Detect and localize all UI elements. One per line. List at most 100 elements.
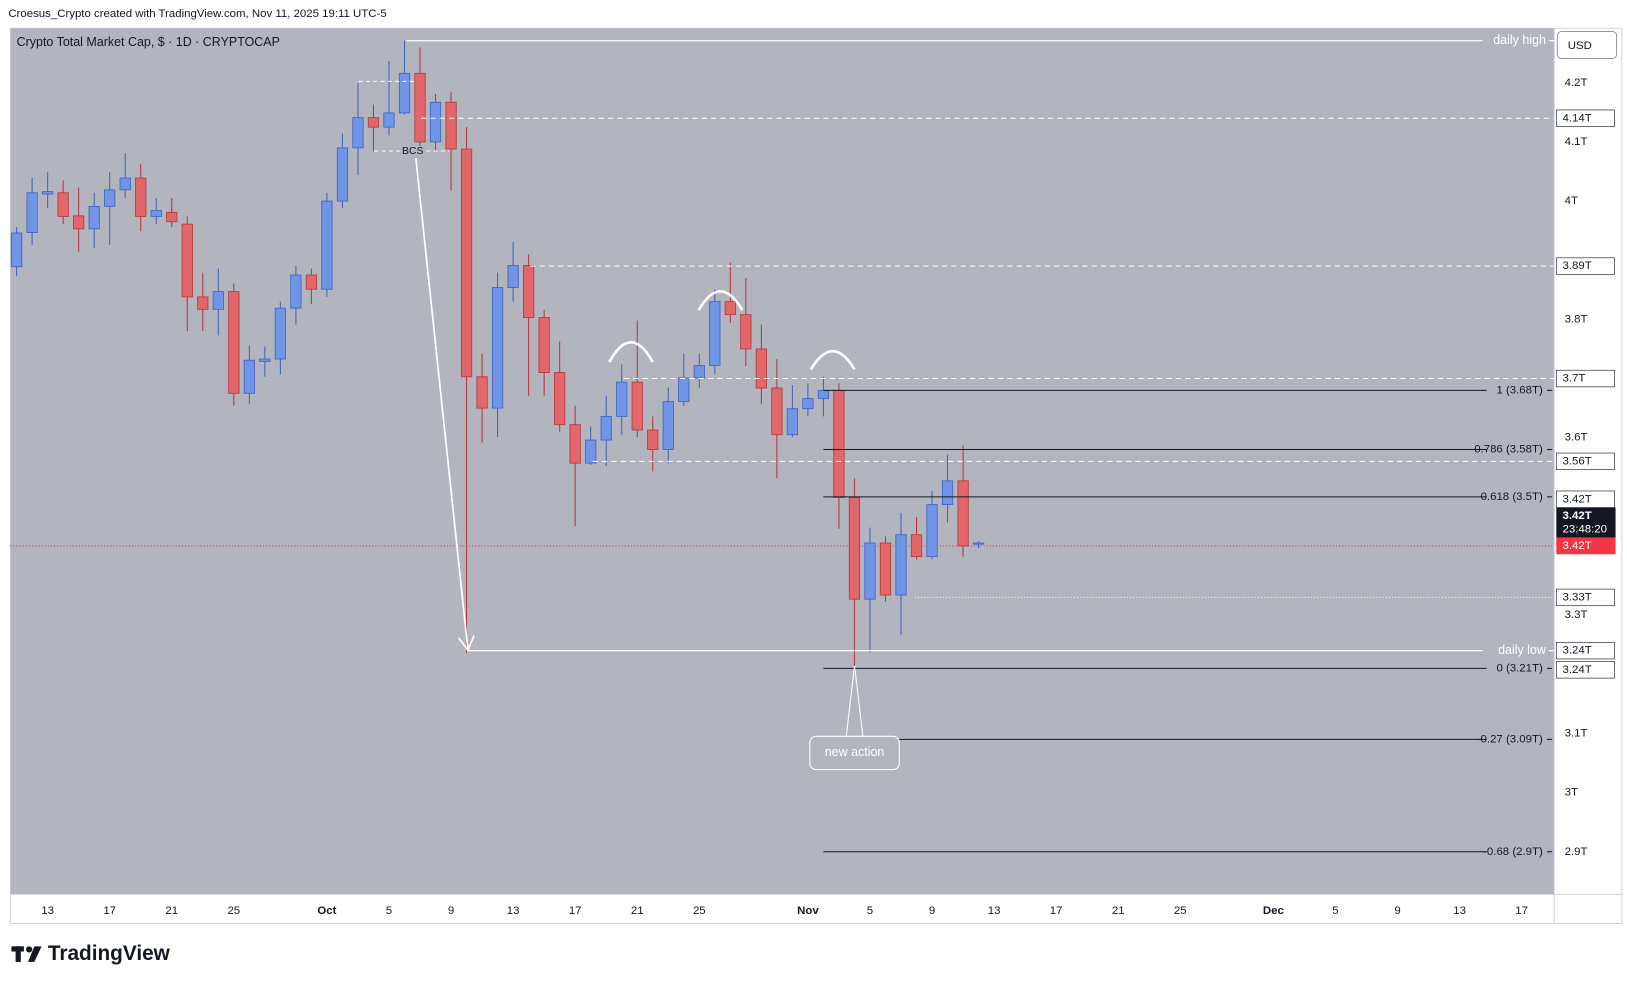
- candle-body: [833, 389, 845, 498]
- candle-body: [740, 314, 752, 350]
- x-tick-label: 9: [929, 905, 935, 917]
- candle-body: [476, 376, 488, 409]
- x-tick-label: Oct: [317, 905, 336, 917]
- level-label-box: [1555, 109, 1615, 127]
- y-tick-label: 4.2T: [1565, 77, 1588, 89]
- candle-body: [460, 148, 473, 378]
- x-tick-label: 21: [165, 905, 178, 917]
- candle-body: [724, 301, 736, 316]
- candle-body: [817, 389, 830, 400]
- candle-body: [941, 480, 954, 505]
- level-label-box: [1555, 257, 1615, 275]
- candle-body: [554, 372, 566, 426]
- candle-body: [910, 534, 923, 558]
- candle-body: [445, 101, 457, 150]
- x-tick-label: 25: [1174, 905, 1187, 917]
- candle-body: [305, 274, 318, 290]
- level-label-box: [1555, 452, 1615, 470]
- fib-label: 1 (3.68T): [1496, 384, 1543, 396]
- y-tick-label: 2.9T: [1565, 846, 1588, 858]
- level-label: 3.24T: [1563, 664, 1592, 676]
- candle-body: [926, 504, 938, 558]
- candle-body: [414, 72, 426, 143]
- candle-body: [367, 117, 380, 128]
- x-tick-label: Dec: [1263, 905, 1285, 917]
- fib-label: 0.786 (3.58T): [1474, 444, 1543, 456]
- candle-body: [26, 192, 38, 233]
- candle-body: [42, 191, 54, 195]
- x-tick-label: 17: [103, 905, 116, 917]
- x-tick-label: 21: [631, 905, 644, 917]
- level-label-box: [1555, 661, 1615, 679]
- plot-layer: daily high daily low 1 (3.68T) 0.786 (3.58T…: [10, 32, 1555, 858]
- candle-body: [181, 223, 193, 298]
- currency-box[interactable]: [1556, 30, 1618, 60]
- candle-body: [429, 101, 442, 143]
- candle-body: [879, 542, 892, 596]
- x-tick-label: 17: [569, 905, 582, 917]
- level-label: 3.24T: [1563, 645, 1592, 657]
- daily-low-label-bg: [1482, 642, 1550, 658]
- candle-body: [957, 480, 969, 547]
- x-tick-label: 21: [1112, 905, 1125, 917]
- candle-body: [150, 210, 162, 217]
- x-tick-label: 13: [1453, 905, 1466, 917]
- x-tick-label: 25: [693, 905, 706, 917]
- daily-low-label: daily low: [1498, 643, 1547, 657]
- candle-body: [166, 211, 178, 223]
- candle-body: [786, 408, 799, 436]
- level-label-box: [1555, 369, 1615, 388]
- candle-body: [972, 542, 985, 545]
- logo-mark: [11, 946, 42, 962]
- candle-body: [538, 317, 550, 374]
- candle-body: [491, 287, 504, 409]
- x-tick-label: 25: [227, 905, 240, 917]
- x-tick-label: 13: [41, 905, 54, 917]
- level-label: 3.42T: [1563, 493, 1592, 505]
- last-price-label: 3.42T: [1563, 540, 1592, 552]
- candle-body: [336, 147, 349, 202]
- candle-body: [259, 358, 271, 362]
- candle-body: [507, 265, 519, 288]
- candle-body: [647, 429, 659, 450]
- currency-label[interactable]: USD: [1568, 40, 1592, 52]
- callout-box: [809, 735, 900, 771]
- chart-title: Crypto Total Market Cap, $ · 1D · CRYPTO…: [17, 35, 280, 49]
- candle-body: [104, 189, 116, 207]
- x-tick-label: 17: [1050, 905, 1063, 917]
- candle-body: [197, 296, 209, 310]
- candle-body: [398, 72, 411, 114]
- candle-body: [864, 542, 876, 600]
- level-label: 4.14T: [1563, 112, 1592, 124]
- candle-body: [274, 307, 286, 360]
- fib-label: 0.618 (3.5T): [1481, 491, 1543, 503]
- price-tag-value: 3.42T: [1563, 510, 1592, 522]
- x-tick-label: 13: [507, 905, 520, 917]
- y-tick-label: 3.8T: [1565, 313, 1588, 325]
- candle-body: [57, 192, 69, 217]
- drop-arrow-head: [457, 635, 475, 652]
- x-tick-label: 9: [1394, 905, 1400, 917]
- pattern-arc: [809, 350, 856, 371]
- candle-body: [383, 112, 395, 128]
- candle-body: [709, 301, 721, 366]
- candle-body: [755, 348, 767, 389]
- candle-body: [631, 381, 643, 431]
- pattern-arc: [608, 341, 655, 363]
- level-label: 3.7T: [1563, 373, 1586, 385]
- logo-text: TradingView: [48, 942, 171, 965]
- candle-body: [212, 291, 224, 310]
- candle-body: [616, 381, 628, 417]
- candle-body: [352, 117, 364, 149]
- y-tick-label: 4T: [1565, 195, 1578, 207]
- x-tick-label: 5: [867, 905, 873, 917]
- fib-label: -0.27 (3.09T): [1477, 733, 1543, 745]
- candle-body: [10, 232, 23, 268]
- daily-high-label-bg: [1482, 32, 1550, 49]
- y-tick-label: 3.6T: [1565, 432, 1588, 444]
- y-tick-label: 4.1T: [1565, 136, 1588, 148]
- fib-label: -0.68 (2.9T): [1483, 846, 1543, 858]
- candle-body: [73, 215, 85, 230]
